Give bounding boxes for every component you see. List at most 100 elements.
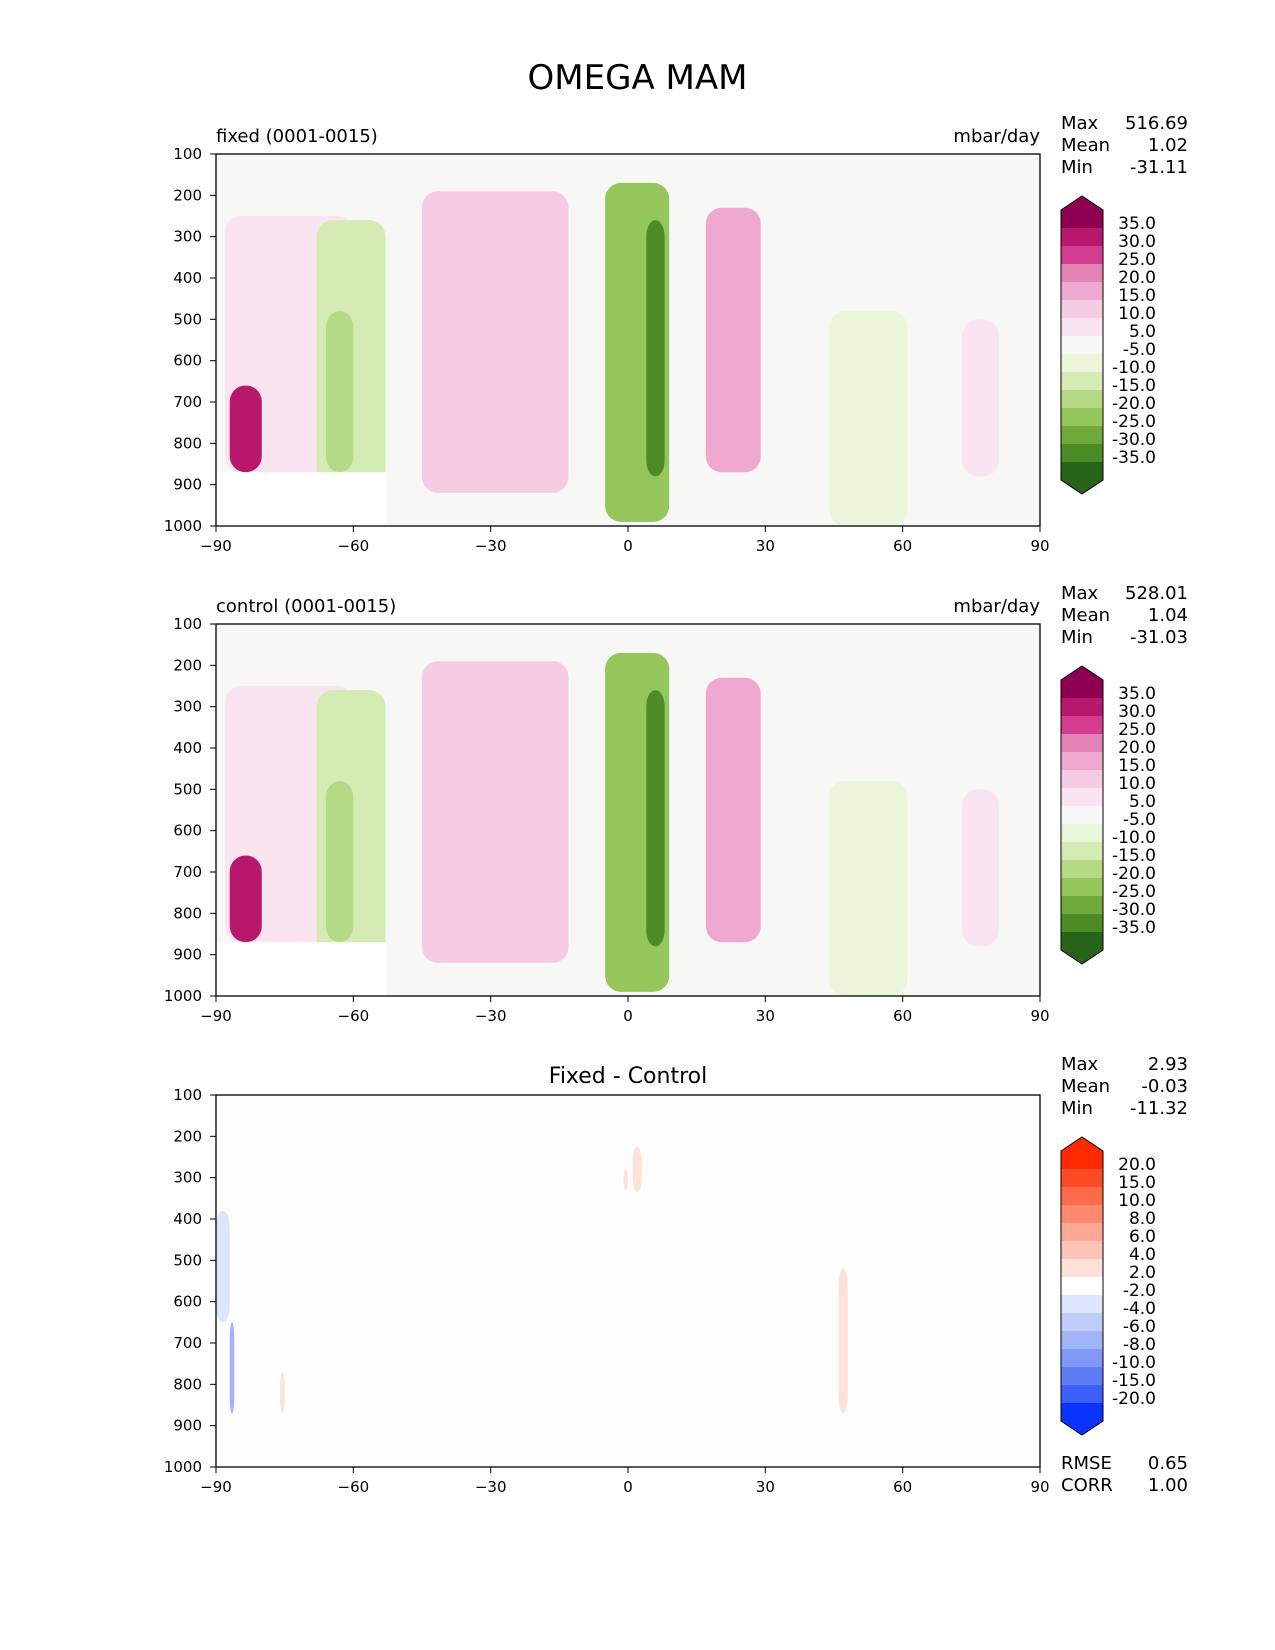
colorbar-label: 5.0	[1129, 322, 1156, 342]
colorbar-label: 30.0	[1118, 702, 1156, 722]
stat-label: Max	[1061, 583, 1099, 604]
x-tick-label: 90	[1030, 1478, 1049, 1496]
colorbar-label: -8.0	[1123, 1335, 1156, 1355]
colorbar-label: 10.0	[1118, 304, 1156, 324]
colorbar: 35.030.025.020.015.010.05.0-5.0-10.0-15.…	[1060, 665, 1156, 965]
colorbar-label: 8.0	[1129, 1209, 1156, 1229]
plot-area	[216, 1095, 1040, 1467]
y-tick-label: 1000	[164, 517, 202, 535]
y-tick-label: 800	[173, 1375, 202, 1393]
x-tick-label: −90	[200, 1007, 232, 1025]
colorbar: 35.030.025.020.015.010.05.0-5.0-10.0-15.…	[1060, 195, 1156, 495]
colorbar-label: 25.0	[1118, 250, 1156, 270]
colorbar-extend-top	[1061, 196, 1103, 210]
colorbar-bin	[1061, 770, 1103, 789]
colorbar-label: 6.0	[1129, 1227, 1156, 1247]
colorbar-bin	[1061, 1205, 1103, 1224]
contour-feature	[325, 781, 354, 943]
colorbar-bin	[1061, 336, 1103, 355]
y-tick-label: 400	[173, 269, 202, 287]
colorbar-label: -2.0	[1123, 1281, 1156, 1301]
colorbar-bin	[1061, 842, 1103, 861]
colorbar-extend-bottom	[1061, 950, 1103, 964]
contour-feature	[646, 690, 665, 947]
colorbar: 20.015.010.08.06.04.02.0-2.0-4.0-6.0-8.0…	[1060, 1136, 1156, 1436]
colorbar-bin	[1061, 698, 1103, 717]
colorbar-label: -10.0	[1112, 358, 1156, 378]
colorbar-bin	[1061, 354, 1103, 373]
colorbar-bin	[1061, 1367, 1103, 1386]
colorbar-bin	[1061, 1151, 1103, 1170]
y-tick-label: 900	[173, 946, 202, 964]
stat-label: RMSE	[1061, 1453, 1112, 1474]
colorbar-bin	[1061, 896, 1103, 915]
colorbar-bin	[1061, 318, 1103, 337]
contour-feature	[422, 191, 569, 493]
stat-label: Mean	[1061, 1076, 1110, 1097]
y-tick-label: 600	[173, 352, 202, 370]
y-tick-label: 100	[173, 1086, 202, 1104]
stat-value: -0.03	[1141, 1076, 1188, 1097]
x-tick-label: 30	[756, 537, 775, 555]
stat-label: Min	[1061, 1098, 1093, 1119]
contour-feature	[229, 1322, 235, 1414]
colorbar-label: 25.0	[1118, 720, 1156, 740]
y-tick-label: 1000	[164, 1458, 202, 1476]
colorbar-label: 10.0	[1118, 1191, 1156, 1211]
colorbar-bin	[1061, 462, 1103, 481]
x-tick-label: −30	[475, 1478, 507, 1496]
stat-value: 2.93	[1148, 1054, 1188, 1075]
colorbar-label: -25.0	[1112, 882, 1156, 902]
x-tick-label: 90	[1030, 1007, 1049, 1025]
panel-units: mbar/day	[953, 596, 1040, 617]
colorbar-bin	[1061, 1223, 1103, 1242]
stat-label: Min	[1061, 627, 1093, 648]
stat-value: -31.03	[1130, 627, 1188, 648]
colorbar-label: -15.0	[1112, 376, 1156, 396]
y-tick-label: 800	[173, 434, 202, 452]
colorbar-bin	[1061, 1169, 1103, 1188]
stat-value: 1.02	[1148, 135, 1188, 156]
contour-feature	[829, 781, 908, 996]
contour-feature	[838, 1268, 848, 1414]
colorbar-bin	[1061, 1403, 1103, 1422]
colorbar-bin	[1061, 1295, 1103, 1314]
y-tick-label: 200	[173, 1127, 202, 1145]
colorbar-bin	[1061, 426, 1103, 445]
colorbar-label: -35.0	[1112, 918, 1156, 938]
x-tick-label: −30	[475, 1007, 507, 1025]
x-tick-label: 90	[1030, 537, 1049, 555]
contour-feature	[962, 789, 999, 947]
colorbar-label: -20.0	[1112, 1389, 1156, 1409]
contour-feature	[229, 385, 262, 473]
colorbar-extend-bottom	[1061, 480, 1103, 494]
y-tick-label: 800	[173, 904, 202, 922]
contour-feature	[705, 677, 761, 943]
stat-value: 528.01	[1125, 583, 1188, 604]
colorbar-label: 10.0	[1118, 774, 1156, 794]
y-tick-label: 700	[173, 863, 202, 881]
y-tick-label: 500	[173, 1251, 202, 1269]
y-tick-label: 100	[173, 145, 202, 163]
y-tick-label: 700	[173, 393, 202, 411]
y-tick-label: 600	[173, 822, 202, 840]
x-tick-label: −90	[200, 1478, 232, 1496]
y-tick-label: 900	[173, 1417, 202, 1435]
colorbar-label: 15.0	[1118, 1173, 1156, 1193]
panel-title-center: Fixed - Control	[549, 1064, 707, 1089]
colorbar-outline	[1060, 1136, 1104, 1436]
colorbar-bin	[1061, 1187, 1103, 1206]
contour-feature	[646, 220, 665, 477]
colorbar-label: 35.0	[1118, 214, 1156, 234]
colorbar-bin	[1061, 1331, 1103, 1350]
colorbar-bin	[1061, 444, 1103, 463]
colorbar-bin	[1061, 1277, 1103, 1296]
colorbar-bin	[1061, 246, 1103, 265]
colorbar-label: 4.0	[1129, 1245, 1156, 1265]
y-tick-label: 500	[173, 780, 202, 798]
colorbar-bin	[1061, 228, 1103, 247]
colorbar-label: -5.0	[1123, 810, 1156, 830]
colorbar-bin	[1061, 914, 1103, 933]
y-tick-label: 400	[173, 1210, 202, 1228]
